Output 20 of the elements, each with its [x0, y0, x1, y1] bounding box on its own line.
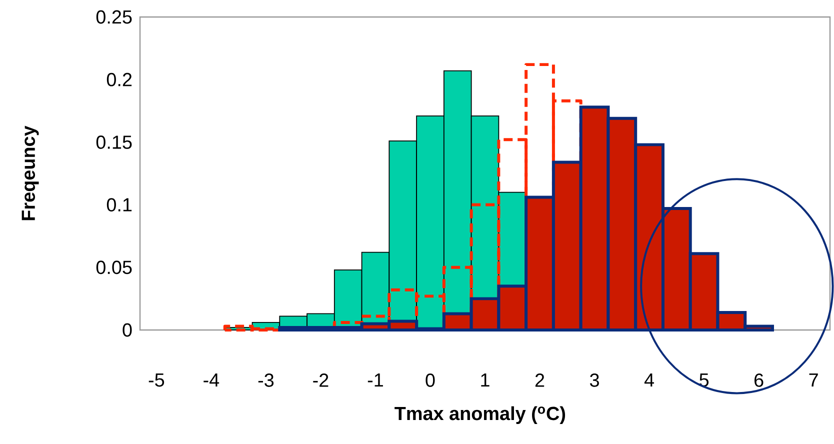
y-tick-label: 0.05	[96, 260, 132, 274]
x-tick-label: 2	[535, 374, 544, 387]
y-tick-label: 0.25	[96, 10, 132, 24]
y-tick-label: 0	[122, 323, 132, 337]
y-tick-label: 0.2	[106, 72, 132, 86]
x-tick-label: 0	[426, 374, 435, 387]
y-tick-label: 0.15	[96, 135, 132, 149]
x-tick-label: 4	[644, 374, 654, 387]
y-axis-title: Freqeuncy	[22, 126, 39, 220]
x-tick-label: -1	[368, 374, 383, 387]
x-tick-label: -2	[313, 374, 328, 387]
x-tick-label: 1	[481, 374, 490, 387]
x-tick-label: 3	[590, 374, 599, 387]
x-tick-label: 7	[809, 374, 818, 387]
x-tick-label: -5	[148, 374, 164, 387]
x-tick-label: -3	[258, 374, 274, 387]
x-axis-title: Tmax anomaly ($^{o}$C)	[394, 406, 566, 424]
x-tick-label: 6	[754, 374, 764, 387]
y-tick-label: 0.1	[106, 198, 132, 212]
x-tick-label: -4	[204, 374, 220, 387]
